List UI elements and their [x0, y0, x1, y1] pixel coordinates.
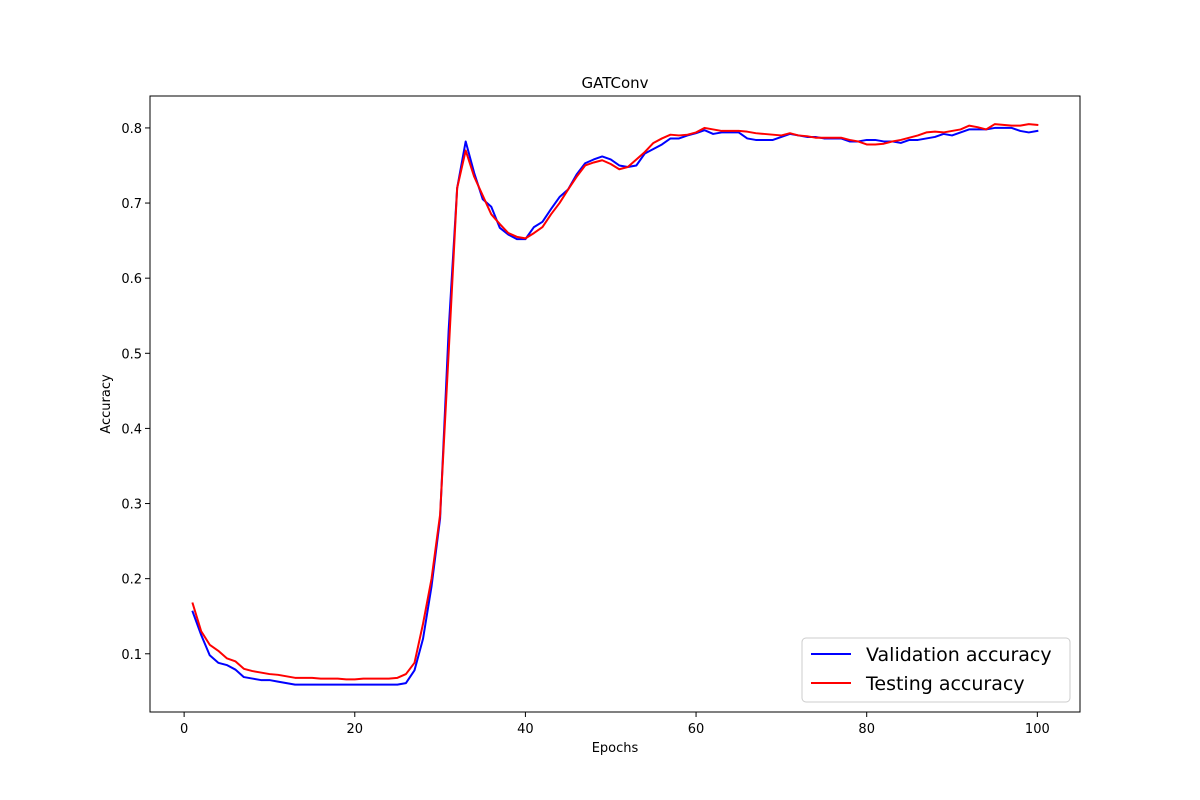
series-layer	[191, 123, 1039, 686]
y-tick-label: 0.7	[121, 197, 142, 212]
legend: Validation accuracy Testing accuracy	[801, 637, 1071, 703]
x-axis-label: Epochs	[592, 741, 639, 756]
y-tick-label: 0.4	[121, 422, 142, 437]
y-tick-label: 0.5	[121, 347, 142, 362]
series-line-validation	[191, 126, 1039, 686]
x-tick-label: 20	[346, 722, 363, 737]
legend-label-testing: Testing accuracy	[865, 673, 1025, 695]
x-tick-label: 60	[688, 722, 705, 737]
y-tick-label: 0.1	[121, 648, 142, 663]
x-tick-label: 80	[858, 722, 875, 737]
y-tick-label: 0.3	[121, 498, 142, 513]
y-tick-label: 0.2	[121, 573, 142, 588]
series-line-testing	[191, 123, 1039, 681]
x-tick-label: 100	[1025, 722, 1050, 737]
y-tick-label: 0.6	[121, 272, 142, 287]
legend-label-validation: Validation accuracy	[866, 644, 1052, 666]
x-tick-label: 0	[180, 722, 188, 737]
tick-layer: 0 20 40 60 80 100 0.1 0.2 0.3 0.4 0.5 0.6 0.7 0.8	[121, 122, 1049, 737]
x-tick-label: 40	[517, 722, 534, 737]
chart-title: GATConv	[581, 74, 648, 92]
plot-frame	[149, 95, 1081, 713]
legend-box	[801, 637, 1071, 703]
y-axis-label: Accuracy	[99, 374, 114, 434]
y-tick-label: 0.8	[121, 122, 142, 137]
